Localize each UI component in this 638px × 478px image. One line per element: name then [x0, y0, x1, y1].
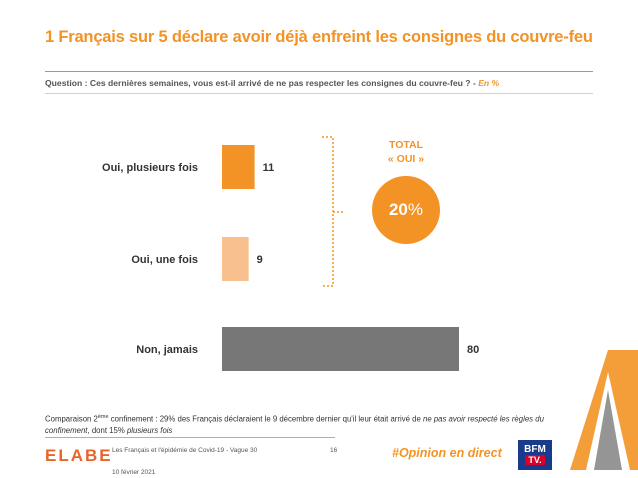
- footnote-prefix: Comparaison 2: [45, 414, 98, 424]
- question-divider: [45, 71, 593, 72]
- value-label: 9: [257, 254, 263, 266]
- footnote-italic1: ne pas avoir respecté les règles du conf…: [45, 414, 544, 435]
- bar: [222, 327, 459, 371]
- logo-letter: E: [45, 446, 58, 465]
- category-label: Oui, une fois: [131, 254, 198, 266]
- footnote-italic2: plusieurs fois: [126, 425, 173, 435]
- footer-date: 10 février 2021: [112, 469, 156, 476]
- bfm-logo-top: BFM: [524, 444, 546, 455]
- decorative-triangle: [570, 350, 638, 470]
- question-unit: En %: [478, 78, 500, 88]
- total-label: TOTAL « OUI »: [360, 138, 452, 166]
- total-label-line1: TOTAL: [388, 139, 424, 151]
- logo-letter: L: [58, 446, 70, 465]
- page-title: 1 Français sur 5 déclare avoir déjà enfr…: [45, 28, 593, 46]
- bars-group: Oui, plusieurs fois 11 Oui, une fois 9 Non, …: [102, 145, 479, 371]
- value-label: 11: [263, 162, 275, 174]
- bar: [222, 237, 249, 281]
- question-text: Question : Ces dernières semaines, vous …: [45, 78, 499, 88]
- logo-letter: A: [70, 446, 85, 465]
- logo-letter: B: [85, 446, 99, 465]
- footnote-sup: ème: [97, 414, 109, 420]
- footnote: Comparaison 2ème confinement : 29% des F…: [45, 412, 565, 436]
- footer-study: Les Français et l'épidémie de Covid-19 -…: [112, 447, 258, 454]
- total-circle: 20%: [372, 176, 440, 244]
- total-unit: %: [407, 200, 424, 219]
- category-label: Oui, plusieurs fois: [102, 162, 198, 174]
- value-label: 80: [467, 344, 479, 356]
- footnote-middle2: , dont 15%: [87, 425, 127, 435]
- bar-chart: Oui, plusieurs fois 11 Oui, une fois 9 Non, …: [102, 136, 479, 371]
- footnote-middle: confinement : 29% des Français déclaraie…: [108, 414, 423, 424]
- question-body: Question : Ces dernières semaines, vous …: [45, 78, 479, 88]
- total-bracket: [322, 136, 334, 287]
- logo-letter: E: [99, 446, 112, 465]
- hashtag: #Opinion en direct: [392, 446, 502, 460]
- total-value: 20: [388, 200, 408, 219]
- bfmtv-logo: BFM TV.: [518, 440, 552, 470]
- footnote-divider: [45, 437, 335, 438]
- category-label: Non, jamais: [136, 344, 198, 356]
- bar: [222, 145, 255, 189]
- bfm-logo-bottom: TV.: [525, 455, 545, 465]
- question-underline: [45, 93, 593, 94]
- total-label-line2: « OUI »: [387, 153, 425, 165]
- page-number: 16: [330, 447, 338, 454]
- elabe-logo: E L A B E: [45, 446, 112, 466]
